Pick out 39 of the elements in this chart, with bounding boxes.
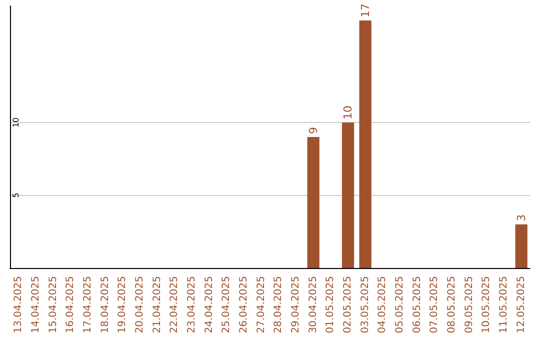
x-tick-label: 07.05.2025 <box>429 276 440 334</box>
bar <box>359 20 372 268</box>
x-tick-label: 03.05.2025 <box>360 276 371 334</box>
x-tick-label: 30.04.2025 <box>308 276 319 334</box>
x-tick-label: 17.04.2025 <box>82 276 94 334</box>
data-label: 3 <box>514 214 528 222</box>
data-label: 9 <box>306 127 320 134</box>
x-tick-label: 04.05.2025 <box>377 276 388 334</box>
y-tick-label: 5 <box>12 192 20 198</box>
x-tick-label: 08.05.2025 <box>446 276 458 334</box>
x-tick-label: 26.04.2025 <box>238 276 250 334</box>
x-tick-label: 09.05.2025 <box>464 276 475 334</box>
x-tick-label: 10.05.2025 <box>481 276 492 334</box>
x-tick-label: 29.04.2025 <box>290 276 302 334</box>
x-tick-label: 02.05.2025 <box>342 276 354 334</box>
x-tick-label: 11.05.2025 <box>498 276 510 334</box>
bar <box>515 224 528 268</box>
x-tick-label: 21.04.2025 <box>152 276 163 334</box>
x-tick-label: 27.04.2025 <box>256 276 267 334</box>
bar <box>307 137 320 268</box>
x-tick-label: 05.05.2025 <box>394 276 406 334</box>
x-tick-label: 25.04.2025 <box>221 276 232 334</box>
x-tick-label: 06.05.2025 <box>412 276 423 334</box>
x-tick-label: 13.04.2025 <box>13 276 24 334</box>
x-tick-label: 20.04.2025 <box>134 276 146 334</box>
x-tick-label: 22.04.2025 <box>169 276 180 334</box>
x-tick-label: 19.04.2025 <box>117 276 128 334</box>
x-tick-label: 23.04.2025 <box>186 276 198 334</box>
data-label: 17 <box>358 4 372 18</box>
x-tick-label: 15.04.2025 <box>48 276 59 334</box>
x-tick-label: 14.04.2025 <box>30 276 42 334</box>
x-tick-label: 16.04.2025 <box>65 276 76 334</box>
bar <box>342 122 354 268</box>
x-tick-label: 12.05.2025 <box>516 276 527 334</box>
x-tick-label: 24.04.2025 <box>204 276 215 334</box>
x-tick-label: 28.04.2025 <box>273 276 284 334</box>
x-tick-label: 01.05.2025 <box>325 276 336 334</box>
x-tick-label: 18.04.2025 <box>100 276 111 334</box>
data-label: 10 <box>342 105 354 120</box>
